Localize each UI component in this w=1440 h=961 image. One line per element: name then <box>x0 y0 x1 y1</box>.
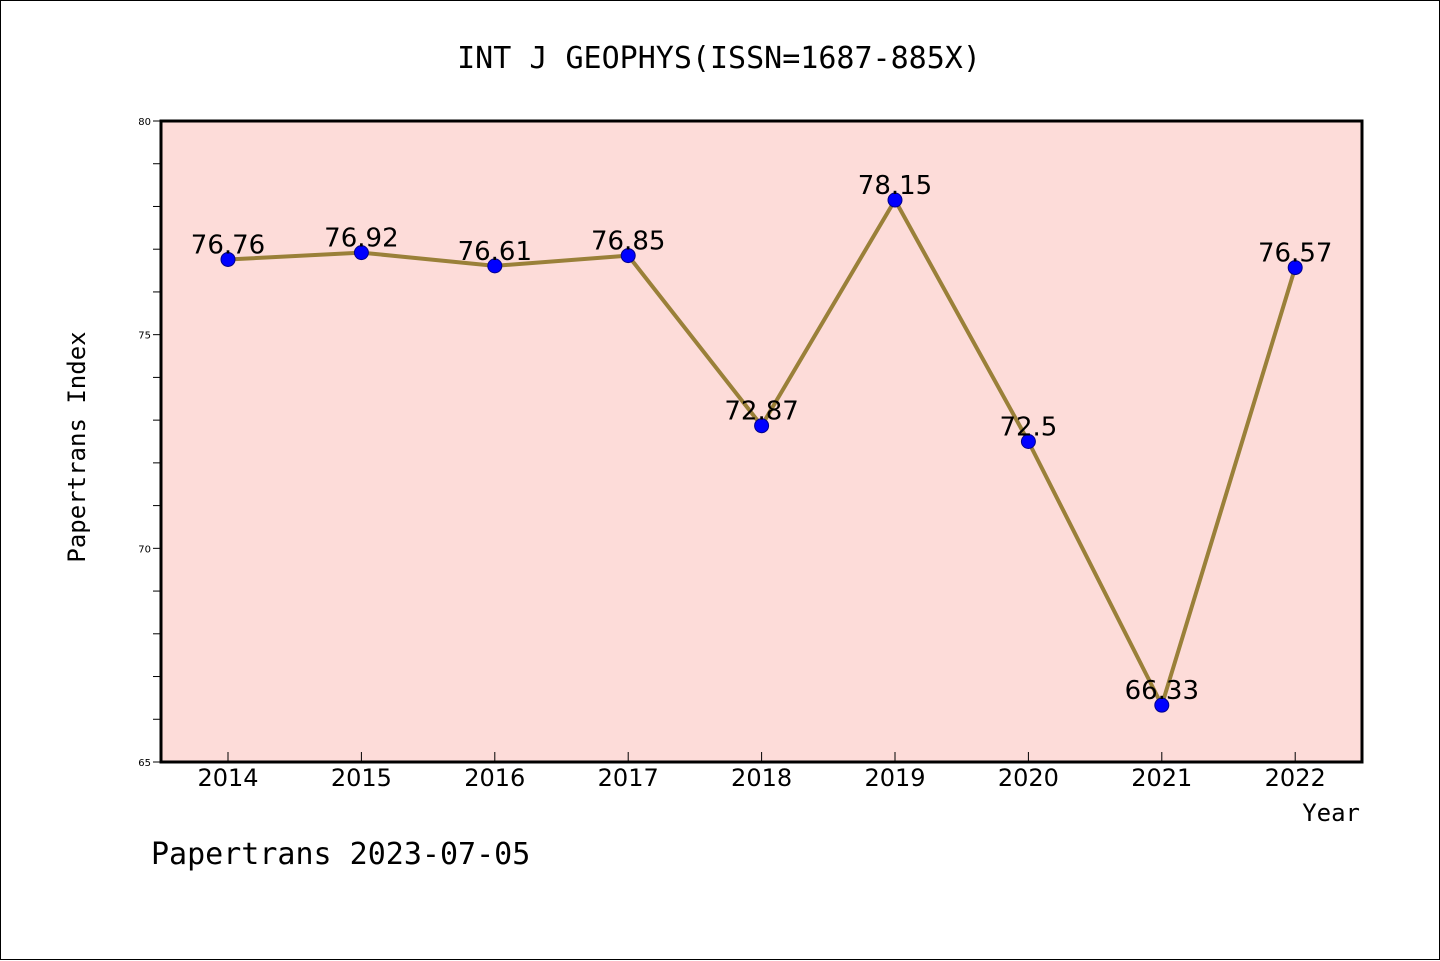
data-label: 66.33 <box>1125 676 1199 706</box>
data-label: 76.61 <box>458 237 532 267</box>
data-point-marker <box>353 245 369 261</box>
data-label: 76.85 <box>591 227 665 257</box>
x-axis-ticks: 2014 2015 2016 2017 2018 2019 2020 2021 2022 <box>197 752 1326 792</box>
x-tick-label: 2015 <box>331 764 392 792</box>
y-tick-label: 75 <box>138 331 151 342</box>
x-tick-label: 2018 <box>731 764 792 792</box>
y-axis-label: Papertrans Index <box>63 331 91 562</box>
x-tick-label: 2019 <box>864 764 925 792</box>
data-point-marker <box>887 192 903 208</box>
y-axis-ticks: 65 70 75 80 <box>138 117 161 769</box>
data-label: 72.87 <box>724 397 798 427</box>
data-label: 76.76 <box>191 230 265 260</box>
data-point-marker <box>1020 434 1036 449</box>
x-tick-label: 2014 <box>197 764 258 792</box>
y-tick-label: 65 <box>138 758 151 769</box>
data-point-marker <box>220 251 236 267</box>
x-tick-label: 2022 <box>1265 764 1326 792</box>
data-point-marker <box>1287 260 1303 276</box>
data-point-marker <box>1154 697 1170 713</box>
data-label: 78.15 <box>858 171 932 201</box>
plot-area <box>161 121 1362 762</box>
x-tick-label: 2016 <box>464 764 525 792</box>
data-point-marker <box>754 418 770 434</box>
x-axis-label: Year <box>1302 799 1360 827</box>
footer-text: Papertrans 2023-07-05 <box>151 837 530 872</box>
data-labels: 76.76 76.92 76.61 76.85 72.87 78.15 72.5 66.33 7… <box>191 171 1333 706</box>
series-markers <box>220 192 1303 713</box>
data-point-marker <box>487 258 503 274</box>
chart-title: INT J GEOPHYS(ISSN=1687-885X) <box>457 41 981 76</box>
plot-border <box>159 119 1364 764</box>
data-point-marker <box>620 248 636 264</box>
data-label: 76.92 <box>324 224 398 254</box>
x-tick-label: 2017 <box>598 764 659 792</box>
y-tick-label: 80 <box>138 117 151 128</box>
data-label: 76.57 <box>1258 239 1332 269</box>
x-tick-label: 2021 <box>1131 764 1192 792</box>
y-tick-label: 70 <box>138 544 151 555</box>
data-label: 72.5 <box>999 413 1057 443</box>
x-tick-label: 2020 <box>998 764 1059 792</box>
